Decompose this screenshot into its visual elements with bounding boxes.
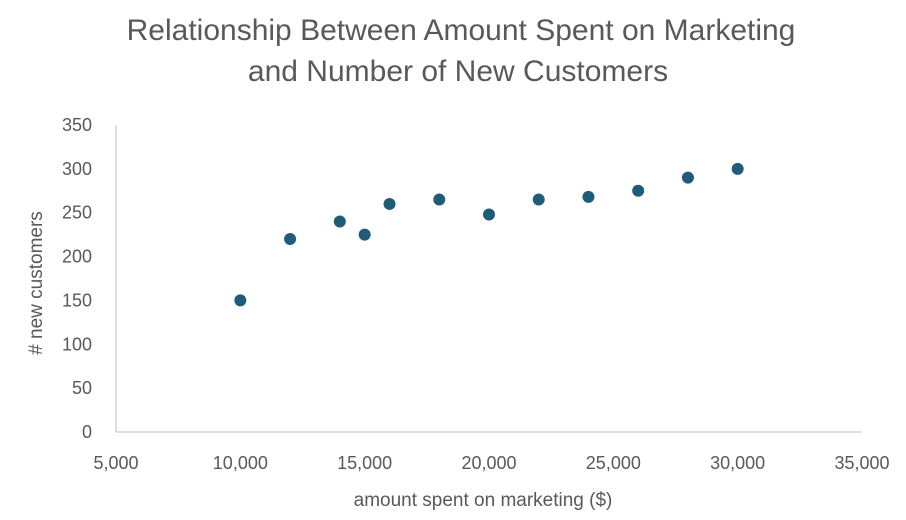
y-tick-label: 50 [72, 378, 92, 398]
data-point [681, 171, 694, 184]
x-tick-label: 35,000 [834, 453, 889, 473]
y-tick-label: 100 [62, 334, 92, 354]
y-tick-label: 150 [62, 290, 92, 310]
x-axis-ticks: 5,000 10,000 15,000 20,000 25,000 30,000 35,00… [93, 453, 889, 473]
chart-title-line-1: Relationship Between Amount Spent on Mar… [127, 14, 796, 47]
y-tick-label: 0 [82, 422, 92, 442]
x-tick-label: 25,000 [586, 453, 641, 473]
x-tick-label: 30,000 [710, 453, 765, 473]
data-point [284, 233, 297, 246]
data-point [532, 193, 545, 206]
y-tick-label: 200 [62, 247, 92, 267]
data-points [234, 162, 744, 307]
data-point [234, 294, 247, 307]
y-tick-label: 350 [62, 115, 92, 135]
data-point [433, 193, 446, 206]
data-point [582, 190, 595, 203]
x-axis-title: amount spent on marketing ($) [354, 490, 613, 511]
data-point [383, 197, 396, 210]
data-point [731, 162, 744, 175]
data-point [358, 228, 371, 241]
x-tick-label: 20,000 [461, 453, 516, 473]
y-axis-ticks: 0 50 100 150 200 250 300 350 [62, 115, 92, 442]
data-point [632, 184, 645, 197]
data-point [483, 208, 495, 221]
x-tick-label: 15,000 [337, 453, 392, 473]
plot-axes [115, 125, 862, 433]
y-tick-label: 300 [62, 159, 92, 179]
x-tick-label: 10,000 [213, 453, 268, 473]
x-tick-label: 5,000 [93, 453, 138, 473]
y-axis-title: # new customers [26, 211, 47, 355]
data-point [333, 215, 346, 228]
y-tick-label: 250 [62, 203, 92, 223]
chart-title-line-2: and Number of New Customers [248, 55, 668, 88]
